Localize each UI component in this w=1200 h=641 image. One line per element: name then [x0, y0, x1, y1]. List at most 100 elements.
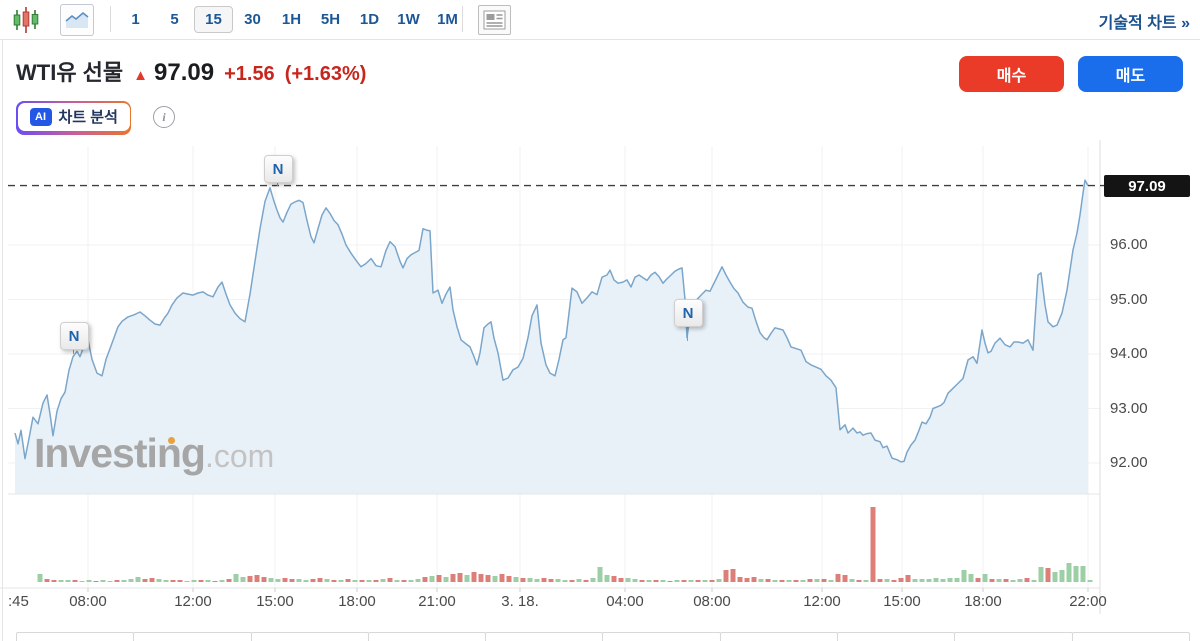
timeframe-5h[interactable]: 5H	[320, 11, 341, 28]
news-marker-stem	[687, 325, 688, 341]
sell-button[interactable]: 매도	[1078, 56, 1183, 92]
volume-bar	[772, 580, 778, 582]
current-price-badge: 97.09	[1104, 175, 1190, 197]
volume-bar	[366, 580, 372, 582]
volume-bar	[667, 581, 673, 582]
volume-bar	[695, 580, 701, 582]
volume-bar	[317, 578, 323, 582]
bottom-table-cell	[133, 632, 252, 641]
volume-bar	[737, 577, 743, 582]
timeframe-1w[interactable]: 1W	[397, 11, 420, 28]
volume-bar	[170, 580, 176, 582]
volume-bar	[1059, 570, 1065, 582]
volume-bar	[359, 580, 365, 582]
news-marker[interactable]: N	[673, 299, 703, 327]
volume-bar	[219, 580, 225, 582]
volume-bar	[72, 580, 78, 582]
bottom-table-cell	[837, 632, 956, 641]
volume-bar	[1024, 578, 1030, 582]
bottom-table-cell	[719, 632, 839, 641]
timeframe-5[interactable]: 5	[170, 11, 179, 28]
bottom-table-cell	[1071, 632, 1190, 641]
ai-chart-analysis-button[interactable]: AI 차트 분석	[16, 101, 132, 135]
volume-bar	[93, 581, 99, 582]
timeframe-1m[interactable]: 1M	[437, 11, 458, 28]
volume-bar	[65, 580, 71, 582]
volume-bar	[653, 580, 659, 582]
volume-bar	[240, 577, 246, 582]
volume-bar	[324, 579, 330, 582]
volume-bar	[1038, 567, 1044, 582]
volume-bar	[681, 580, 687, 582]
volume-bar	[415, 579, 421, 582]
timeframe-15[interactable]: 15	[194, 6, 233, 33]
volume-bar	[1017, 579, 1023, 582]
volume-bar	[982, 574, 988, 582]
chart-toolbar: 1 5 15 30 1H 5H 1D 1W 1M 기술적 차트 »	[0, 0, 1200, 40]
news-marker-stem	[73, 348, 74, 354]
volume-bar	[128, 579, 134, 582]
bottom-table-cell	[954, 632, 1073, 641]
technical-chart-link[interactable]: 기술적 차트 »	[1098, 15, 1190, 32]
volume-bar	[177, 580, 183, 582]
candlestick-chart-icon[interactable]	[12, 6, 40, 34]
ai-chart-analysis-label: 차트 분석	[58, 109, 118, 126]
volume-bar	[1045, 568, 1051, 582]
volume-bar	[513, 577, 519, 582]
toolbar-divider	[462, 6, 463, 32]
volume-bar	[373, 580, 379, 582]
area-chart-icon[interactable]	[60, 4, 94, 36]
volume-bar	[849, 579, 855, 582]
volume-bar	[79, 581, 85, 582]
volume-bar	[429, 576, 435, 582]
volume-bar	[821, 579, 827, 582]
volume-bar	[576, 579, 582, 582]
volume-bar	[352, 580, 358, 582]
volume-bar	[1080, 566, 1086, 582]
volume-bar	[905, 575, 911, 582]
volume-bar	[282, 578, 288, 582]
price-area-fill	[15, 180, 1088, 494]
volume-bar	[142, 579, 148, 582]
volume-bar	[499, 574, 505, 582]
volume-bar	[947, 578, 953, 582]
volume-bar	[919, 579, 925, 582]
volume-bar	[975, 578, 981, 582]
volume-bar	[296, 579, 302, 582]
volume-bar	[926, 579, 932, 582]
timeframe-1[interactable]: 1	[131, 11, 140, 28]
timeframe-30[interactable]: 30	[244, 11, 261, 28]
bottom-table-cell	[367, 632, 487, 641]
volume-bar	[268, 578, 274, 582]
volume-bar	[450, 574, 456, 582]
volume-bar	[835, 574, 841, 582]
news-panel-icon[interactable]	[478, 5, 511, 35]
info-icon[interactable]: i	[153, 106, 175, 128]
volume-bar	[940, 579, 946, 582]
volume-bar	[387, 578, 393, 582]
buy-button[interactable]: 매수	[959, 56, 1064, 92]
volume-bar	[618, 578, 624, 582]
volume-bar	[758, 579, 764, 582]
volume-bar	[856, 580, 862, 582]
bottom-table-cell	[485, 632, 604, 641]
volume-bar	[1087, 580, 1093, 582]
volume-bar	[121, 580, 127, 582]
volume-bar	[100, 580, 106, 582]
timeframe-1h[interactable]: 1H	[281, 11, 302, 28]
volume-bar	[44, 579, 50, 582]
volume-bar	[37, 574, 43, 582]
volume-bar	[562, 580, 568, 582]
volume-bar	[289, 579, 295, 582]
volume-bar	[660, 580, 666, 582]
news-marker[interactable]: N	[59, 322, 89, 350]
volume-bar	[891, 580, 897, 582]
volume-bar	[1052, 572, 1058, 582]
volume-bar	[198, 580, 204, 582]
news-marker[interactable]: N	[263, 155, 293, 183]
timeframe-1d[interactable]: 1D	[359, 11, 380, 28]
volume-bar	[205, 580, 211, 582]
volume-bar	[457, 573, 463, 582]
